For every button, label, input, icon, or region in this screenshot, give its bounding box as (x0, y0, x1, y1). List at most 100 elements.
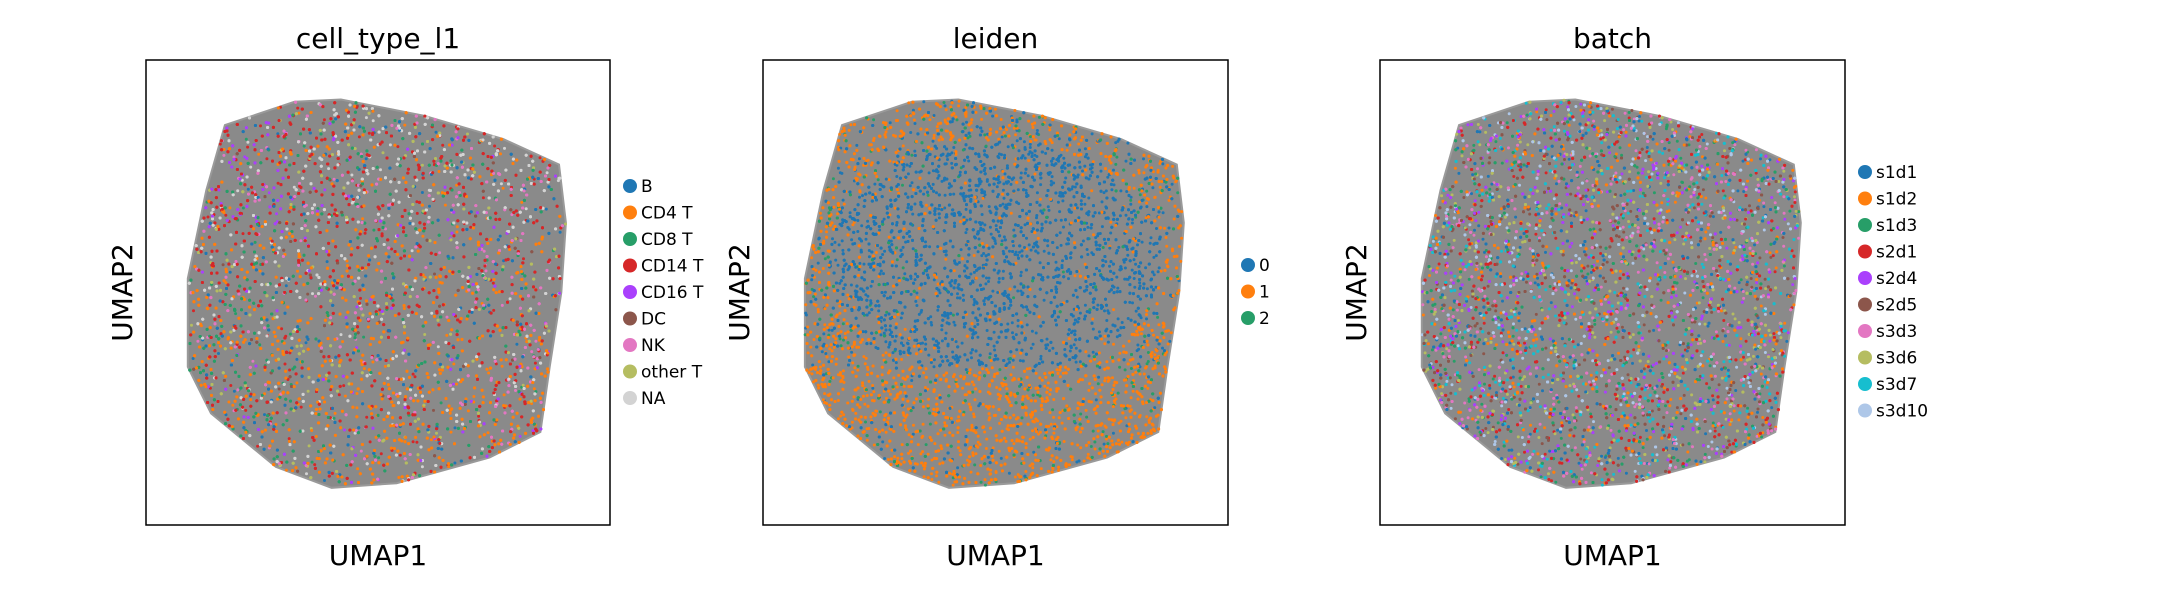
scatter-point-cd14-t (296, 106, 300, 110)
scatter-point-cd4-t (371, 360, 375, 364)
scatter-point-cd4-t (487, 371, 491, 375)
scatter-point-cd14-t (359, 296, 362, 300)
scatter-point-cd14-t (415, 440, 419, 444)
scatter-point-cd16-t (452, 382, 455, 386)
scatter-point-cd14-t (299, 405, 303, 409)
scatter-point-cd8-t (288, 332, 292, 336)
scatter-point-na (292, 185, 296, 189)
scatter-point-cd14-t (322, 118, 326, 122)
scatter-point-nk (222, 153, 226, 157)
scatter-point-cd4-t (263, 392, 266, 396)
scatter-point-cd4-t (333, 411, 337, 415)
scatter-point-cd16-t (355, 346, 359, 350)
scatter-point-b (232, 389, 236, 393)
scatter-point-other-t (190, 323, 193, 327)
scatter-point-cd14-t (287, 437, 291, 441)
scatter-point-cd14-t (368, 440, 372, 444)
scatter-point-na (524, 207, 528, 211)
scatter-point-cd4-t (295, 381, 299, 385)
scatter-point-cd4-t (397, 476, 401, 479)
scatter-point-cd14-t (380, 232, 384, 236)
scatter-point-cd14-t (493, 144, 497, 148)
scatter-point-na (410, 249, 414, 253)
scatter-point-cd4-t (486, 431, 490, 435)
scatter-point-cd14-t (256, 444, 260, 448)
scatter-point-cd14-t (538, 156, 542, 160)
scatter-point-cd4-t (287, 439, 291, 443)
scatter-point-cd4-t (402, 307, 406, 310)
scatter-point-cd4-t (276, 106, 280, 110)
scatter-point-cd4-t (455, 230, 459, 234)
scatter-point-cd16-t (518, 434, 522, 438)
scatter-point-cd4-t (520, 200, 524, 204)
scatter-point-nk (251, 359, 255, 363)
scatter-point-na (430, 311, 434, 315)
scatter-point-cd14-t (367, 131, 371, 135)
scatter-point-na (499, 182, 503, 186)
scatter-point-na (556, 179, 560, 183)
scatter-point-cd14-t (365, 415, 369, 419)
scatter-point-b (453, 426, 457, 430)
scatter-point-cd4-t (231, 403, 235, 407)
scatter-point-cd4-t (452, 362, 456, 366)
scatter-point-nk (534, 339, 538, 343)
scatter-point-cd8-t (458, 194, 462, 197)
scatter-point-cd4-t (345, 259, 349, 263)
scatter-point-dc (277, 387, 281, 391)
scatter-point-cd4-t (297, 111, 301, 115)
scatter-point-cd14-t (246, 145, 250, 149)
scatter-point-cd4-t (374, 435, 378, 439)
scatter-point-cd4-t (341, 340, 345, 344)
scatter-point-cd14-t (469, 225, 473, 229)
scatter-point-cd8-t (372, 228, 376, 232)
scatter-point-cd14-t (329, 388, 333, 392)
scatter-point-cd16-t (323, 188, 327, 192)
scatter-point-cd16-t (355, 305, 359, 309)
scatter-point-cd4-t (455, 225, 459, 229)
scatter-point-b (428, 204, 431, 208)
scatter-point-dc (221, 263, 225, 267)
scatter-point-cd14-t (224, 213, 228, 217)
scatter-point-cd4-t (500, 364, 504, 368)
scatter-point-cd4-t (501, 186, 505, 190)
scatter-point-cd14-t (244, 408, 248, 412)
scatter-point-na (508, 297, 512, 301)
scatter-point-cd14-t (241, 232, 245, 236)
scatter-point-cd16-t (343, 428, 346, 432)
scatter-point-na (246, 140, 250, 144)
scatter-point-cd14-t (288, 368, 292, 372)
scatter-point-na (545, 171, 549, 175)
scatter-point-cd4-t (437, 170, 441, 173)
scatter-point-cd4-t (466, 409, 470, 413)
scatter-point-nk (370, 356, 374, 359)
scatter-point-na (350, 173, 354, 177)
scatter-point-other-t (435, 431, 438, 435)
scatter-point-cd14-t (280, 327, 284, 331)
scatter-point-cd14-t (413, 375, 417, 379)
scatter-point-cd4-t (472, 395, 476, 398)
scatter-point-dc (433, 272, 436, 276)
scatter-point-cd8-t (241, 206, 245, 210)
scatter-point-cd4-t (258, 269, 262, 273)
scatter-point-cd4-t (296, 269, 299, 273)
scatter-point-cd14-t (415, 200, 419, 204)
scatter-point-cd14-t (494, 362, 498, 366)
scatter-point-cd4-t (421, 234, 425, 238)
scatter-point-nk (298, 181, 301, 185)
scatter-point-cd14-t (533, 361, 537, 365)
scatter-point-cd14-t (342, 384, 346, 388)
scatter-point-cd14-t (363, 231, 367, 235)
scatter-point-cd14-t (396, 145, 400, 149)
scatter-point-cd4-t (443, 203, 447, 207)
scatter-point-b (364, 157, 368, 161)
scatter-point-cd4-t (362, 367, 366, 371)
scatter-point-cd16-t (243, 155, 247, 159)
scatter-point-nk (510, 213, 514, 217)
scatter-point-cd14-t (441, 143, 445, 147)
scatter-point-nk (514, 389, 517, 392)
scatter-point-cd8-t (534, 390, 538, 394)
scatter-point-b (420, 191, 424, 194)
scatter-point-cd14-t (390, 247, 394, 251)
